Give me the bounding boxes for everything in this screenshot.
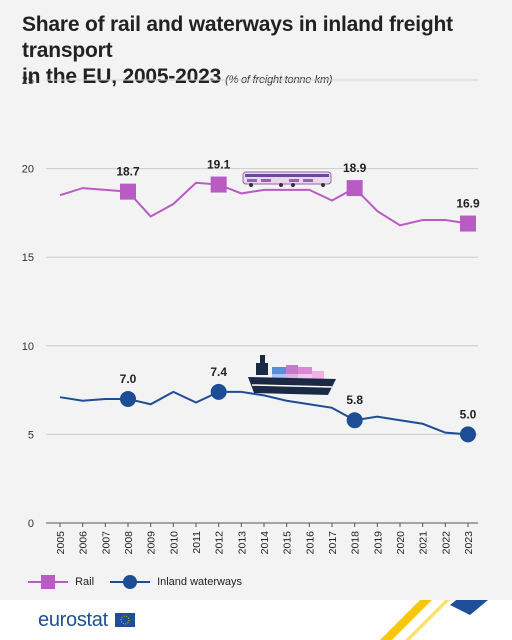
x-tick-label: 2008 xyxy=(123,531,135,555)
data-label: 5.0 xyxy=(460,407,477,421)
x-tick-label: 2023 xyxy=(463,531,475,555)
eu-flag-icon xyxy=(115,613,136,627)
y-tick-label: 5 xyxy=(28,429,34,441)
x-tick-label: 2010 xyxy=(168,531,180,555)
legend-item-waterways: Inland waterways xyxy=(110,575,242,589)
yellow-stripe-2 xyxy=(405,600,450,640)
rail-marker xyxy=(120,183,136,200)
data-label: 19.1 xyxy=(207,158,231,172)
rail-marker xyxy=(460,215,476,232)
y-tick-label: 10 xyxy=(22,341,34,353)
x-tick-label: 2021 xyxy=(418,531,430,555)
title-line-2: in the EU, 2005-2023 xyxy=(22,65,222,88)
rail-marker xyxy=(346,180,363,197)
grid-layer: 0 5 10 15 20 25 2005 2006 2007 2008 2009 2010 2011 20… xyxy=(22,75,478,554)
y-tick-label: 0 xyxy=(28,518,34,530)
x-tick-label: 2013 xyxy=(236,531,248,555)
x-tick-label: 2015 xyxy=(282,531,294,555)
x-tick-label: 2018 xyxy=(350,531,362,555)
illustrations xyxy=(242,171,336,395)
waterways-marker xyxy=(210,383,227,400)
x-tick-label: 2006 xyxy=(78,531,90,555)
title-line-1: Share of rail and waterways in inland fr… xyxy=(22,13,453,62)
legend-rail-swatch xyxy=(28,575,68,589)
x-tick-label: 2022 xyxy=(440,531,452,555)
x-tick-label: 2007 xyxy=(100,531,112,555)
footer-decoration xyxy=(0,600,512,640)
logo-text: eurostat xyxy=(38,609,108,631)
legend-waterways-label: Inland waterways xyxy=(157,575,243,588)
label-layer: 18.7 19.1 18.9 16.9 7.0 7.4 5.8 5.0 xyxy=(116,158,480,422)
legend-item-rail: Rail xyxy=(28,575,94,589)
x-tick-label: 2020 xyxy=(395,531,407,555)
waterways-marker xyxy=(460,426,476,443)
y-tick-label: 25 xyxy=(22,75,34,87)
x-tick-label: 2011 xyxy=(191,531,203,554)
legend-rail-label: Rail xyxy=(75,575,95,588)
blue-stripe xyxy=(450,600,488,615)
data-label: 5.8 xyxy=(346,393,363,407)
series-layer xyxy=(59,176,476,443)
x-tick-label: 2019 xyxy=(372,531,384,555)
yellow-stripe xyxy=(380,600,432,640)
data-label: 16.9 xyxy=(456,197,480,211)
data-label: 7.0 xyxy=(120,372,137,386)
eurostat-logo: eurostat xyxy=(38,609,136,632)
x-tick-label: 2012 xyxy=(214,531,226,555)
data-label: 18.7 xyxy=(116,165,140,179)
data-label: 7.4 xyxy=(210,365,227,379)
x-tick-label: 2005 xyxy=(55,531,67,555)
waterways-marker xyxy=(120,390,136,407)
x-tick-label: 2009 xyxy=(146,531,158,555)
x-tick-label: 2016 xyxy=(304,531,316,555)
train-icon xyxy=(242,171,332,187)
x-tick-label: 2014 xyxy=(259,531,271,555)
y-tick-label: 20 xyxy=(22,164,34,176)
y-tick-label: 15 xyxy=(22,252,34,264)
legend-waterways-swatch xyxy=(110,575,150,589)
x-tick-label: 2017 xyxy=(327,531,339,555)
rail-marker xyxy=(210,176,227,193)
data-label: 18.9 xyxy=(343,161,367,175)
waterways-marker xyxy=(346,412,363,429)
cargo-ship-icon xyxy=(248,355,336,395)
